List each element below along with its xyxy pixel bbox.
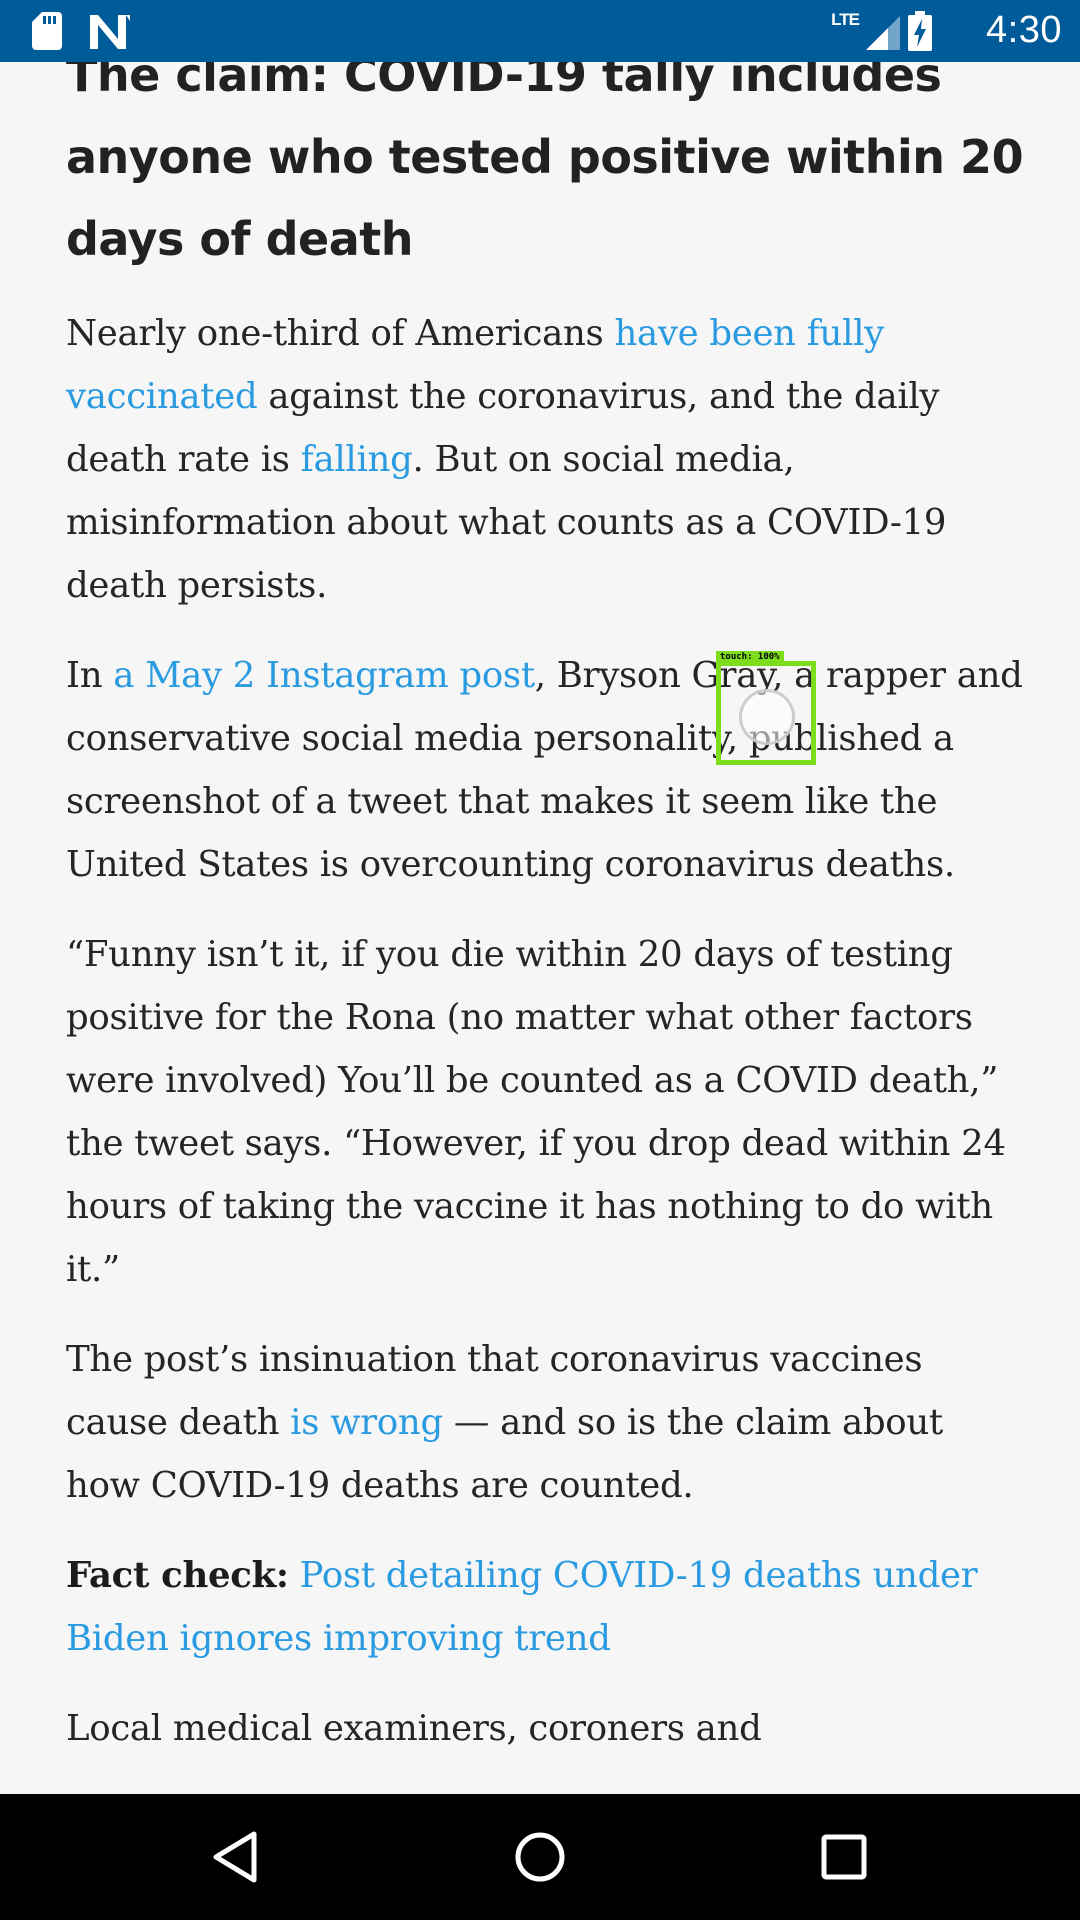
network-type-label: LTE xyxy=(831,10,860,29)
falling-link[interactable]: falling xyxy=(300,439,413,480)
battery-charging-icon xyxy=(908,11,932,51)
back-button[interactable] xyxy=(196,1822,276,1892)
paragraph-text: Nearly one-third of Americans xyxy=(66,313,615,354)
touch-indicator-label: touch: 100% xyxy=(716,651,784,663)
fact-check-label: Fact check: xyxy=(66,1555,289,1596)
fully-vaccinated-link[interactable]: have been fully vaccinated xyxy=(66,313,884,417)
n-notification-icon xyxy=(90,15,130,49)
paragraph-tweet-quote: “Funny isn’t it, if you die within 20 da… xyxy=(66,934,1006,1290)
touch-indicator-box xyxy=(716,661,816,765)
paragraph-text: The post’s insinuation that coronavirus … xyxy=(66,1339,923,1443)
paragraph-insinuation: The post’s insinuation that coronavirus … xyxy=(66,1328,1026,1517)
paragraph-text: In xyxy=(66,655,114,696)
paragraph-fact-check: Fact check: Post detailing COVID-19 deat… xyxy=(66,1544,1026,1670)
navigation-bar xyxy=(0,1794,1080,1920)
home-button[interactable] xyxy=(500,1822,580,1892)
paragraph-vaccination-status: Nearly one-third of Americans have been … xyxy=(66,302,1026,617)
fact-check-link[interactable]: Post detailing COVID-19 deaths under Bid… xyxy=(66,1555,978,1659)
home-icon xyxy=(515,1832,565,1882)
recents-icon xyxy=(821,1834,867,1880)
paragraph-text: , Bryson Gray, a rapper and conservative… xyxy=(66,655,1023,885)
paragraph-instagram-post: In a May 2 Instagram post, Bryson Gray, … xyxy=(66,644,1026,896)
signal-icon xyxy=(866,16,900,50)
article-headline: The claim: COVID-19 tally includes anyon… xyxy=(66,62,1024,266)
recents-button[interactable] xyxy=(804,1822,884,1892)
is-wrong-link[interactable]: is wrong xyxy=(290,1402,443,1443)
article-viewport[interactable]: The claim: COVID-19 tally includes anyon… xyxy=(0,62,1080,1794)
paragraph-medical-examiners: Local medical examiners, coroners and xyxy=(66,1708,762,1749)
paragraph-text: — and so is the claim about how COVID-19… xyxy=(66,1402,943,1506)
touch-point-indicator xyxy=(739,689,795,745)
paragraph-text: . But on social media, misinformation ab… xyxy=(66,439,947,606)
sd-card-icon xyxy=(32,12,62,50)
status-bar: LTE 4:30 xyxy=(0,0,1080,62)
back-icon xyxy=(213,1831,257,1883)
paragraph-text: against the coronavirus, and the daily d… xyxy=(66,376,940,480)
article-body: The claim: COVID-19 tally includes anyon… xyxy=(66,62,1026,1787)
instagram-post-link[interactable]: a May 2 Instagram post xyxy=(113,655,535,696)
clock: 4:30 xyxy=(986,9,1062,51)
